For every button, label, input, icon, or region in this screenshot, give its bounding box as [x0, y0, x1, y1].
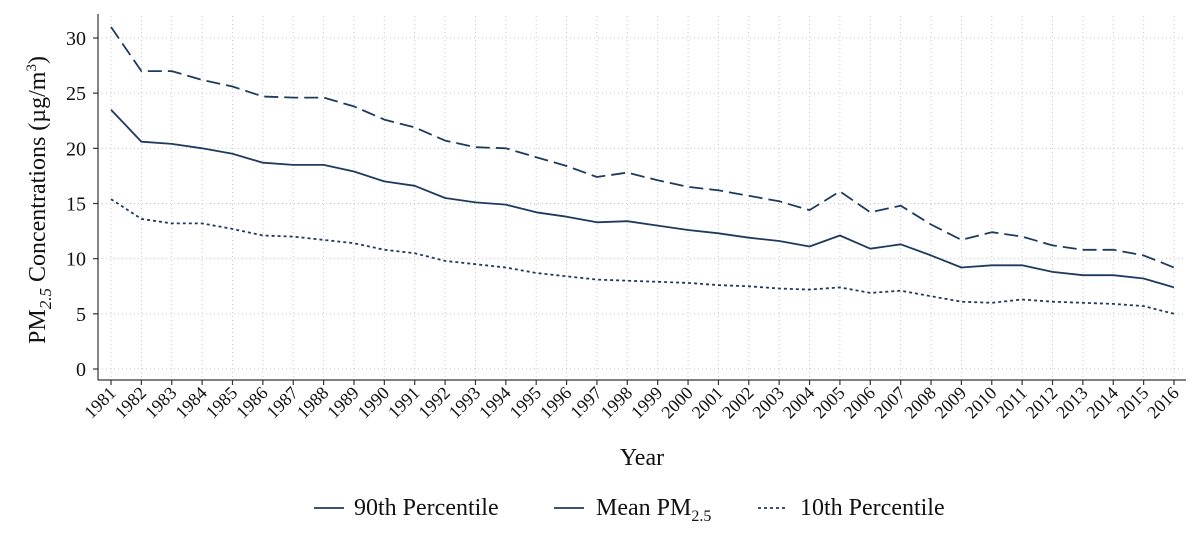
x-tick-label: 2013 [1052, 383, 1092, 423]
y-tick-label: 15 [66, 194, 86, 216]
x-tick-label: 2007 [870, 383, 910, 423]
x-tick-label: 1986 [232, 383, 272, 423]
x-tick-label: 1982 [111, 383, 151, 423]
legend-label-3: 10th Percentile [800, 495, 945, 521]
legend: 90th Percentile Mean PM2.5 10th Percentile [314, 495, 945, 525]
x-tick-label: 1981 [80, 383, 120, 423]
x-tick-label: 1988 [293, 383, 333, 423]
x-tick-label: 2010 [961, 383, 1001, 423]
x-tick-label: 1987 [262, 383, 302, 423]
legend-label-1: 90th Percentile [354, 495, 499, 521]
series-lines [110, 26, 1175, 315]
x-tick-label: 1990 [354, 383, 394, 423]
legend-label-2: Mean PM2.5 [596, 495, 711, 525]
x-tick-label: 1994 [475, 383, 515, 423]
x-tick-label: 2000 [657, 383, 697, 423]
x-tick-label: 1984 [171, 383, 211, 423]
x-tick-label: 1992 [414, 383, 454, 423]
series-line-1 [110, 26, 1175, 269]
x-tick-label: 2014 [1082, 383, 1122, 423]
x-tick-label: 2004 [779, 383, 819, 423]
grid-lines [98, 16, 1186, 380]
y-axis-title: PM2.5 Concentrations (µg/m3) [24, 56, 55, 344]
y-tick-label: 10 [66, 249, 86, 271]
x-tick-label: 1985 [202, 383, 242, 423]
x-tick-label: 2002 [718, 383, 758, 423]
x-tick-label: 1991 [384, 383, 424, 423]
x-tick-label: 2006 [840, 383, 880, 423]
x-tick-label: 1999 [627, 383, 667, 423]
y-tick-label: 0 [76, 359, 86, 381]
y-tick-label: 25 [66, 83, 86, 105]
x-tick-label: 2005 [809, 383, 849, 423]
x-tick-label: 1983 [141, 383, 181, 423]
y-tick-label: 20 [66, 138, 86, 160]
series-line-2 [110, 109, 1175, 289]
x-tick-label: 2016 [1143, 383, 1183, 423]
x-tick-label: 2003 [748, 383, 788, 423]
x-tick-label: 2001 [688, 383, 728, 423]
x-tick-labels: 1981198219831984198519861987198819891990… [80, 383, 1183, 423]
y-tick-labels: 0 5 10 15 20 25 30 [66, 28, 86, 381]
x-tick-label: 2012 [1022, 383, 1062, 423]
x-tick-label: 1998 [597, 383, 637, 423]
x-tick-label: 2011 [992, 383, 1031, 422]
series-line-3 [110, 198, 1175, 315]
x-tick-label: 1997 [566, 383, 606, 423]
x-tick-label: 2015 [1113, 383, 1153, 423]
x-tick-label: 1995 [505, 383, 545, 423]
x-tick-label: 2009 [931, 383, 971, 423]
y-tick-label: 30 [66, 28, 86, 50]
x-tick-label: 2008 [900, 383, 940, 423]
axes [93, 14, 1186, 385]
x-tick-label: 1996 [536, 383, 576, 423]
y-tick-label: 5 [76, 304, 86, 326]
x-tick-label: 1993 [445, 383, 485, 423]
x-tick-label: 1989 [323, 383, 363, 423]
x-axis-title: Year [620, 445, 664, 471]
